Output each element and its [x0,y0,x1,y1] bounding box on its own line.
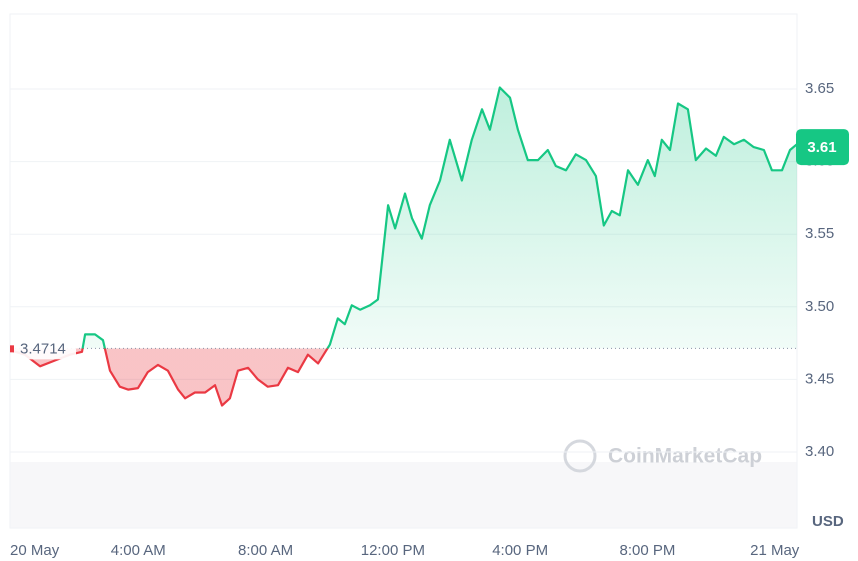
x-tick-label: 4:00 AM [111,542,166,559]
y-tick-label: 3.50 [805,298,834,315]
y-tick-label: 3.55 [805,225,834,242]
watermark-logo [563,439,597,473]
price-line [10,86,798,407]
current-price-label: 3.61 [807,139,836,156]
x-tick-label: 20 May [10,542,60,559]
watermark: CoinMarketCap [563,439,762,473]
current-price-tag [796,129,849,166]
x-tick-label: 21 May [750,542,800,559]
y-unit: USD [812,513,844,530]
y-tick-label: 3.40 [805,443,834,460]
watermark-text: CoinMarketCap [608,445,762,468]
price-area [11,87,797,406]
volume-band [10,462,797,528]
baseline-marker [10,345,14,353]
x-tick-label: 4:00 PM [492,542,548,559]
baseline-label-bg [14,337,76,360]
x-tick-label: 8:00 PM [619,542,675,559]
y-tick-label: 3.45 [805,370,834,387]
y-tick-label: 3.65 [805,80,834,97]
baseline-label: 3.4714 [20,340,66,357]
x-tick-label: 8:00 AM [238,542,293,559]
x-tick-label: 12:00 PM [361,542,425,559]
